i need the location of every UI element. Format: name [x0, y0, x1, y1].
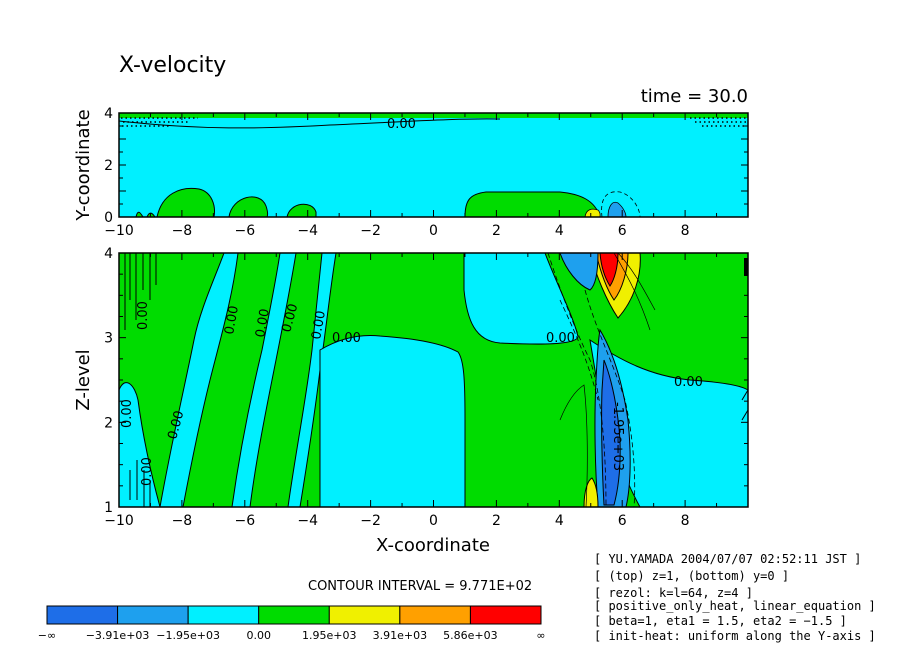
colorbar-swatch: [258, 605, 330, 625]
top-x-tick-label: 8: [681, 223, 690, 239]
bottom-edge-dark-tick: [744, 258, 748, 276]
contour-label: 0.00: [120, 399, 135, 428]
colorbar-swatch: [328, 605, 401, 625]
info-line: [ rezol: k=l=64, z=4 ]: [594, 586, 753, 600]
x-axis-label: X-coordinate: [376, 535, 490, 556]
bottom-x-tick-label: −10: [104, 513, 134, 529]
bottom-x-tick-label: −2: [360, 513, 381, 529]
bottom-x-tick-label: 8: [681, 513, 690, 529]
top-x-tick-label: 6: [618, 223, 627, 239]
bottom-blue-top: [559, 252, 599, 291]
top-y-axis-label: Y-coordinate: [73, 109, 94, 221]
colorbar-swatch: [117, 605, 189, 625]
bottom-cyan-center: [319, 335, 466, 508]
bottom-panel: 0.00 0.00 0.00 0.00 0.00 0.00 0.00 0.00 …: [118, 252, 749, 508]
contour-label-negative: -1.95e+03: [610, 402, 625, 471]
top-panel-yellow-spot: [584, 208, 601, 218]
contour-label: 0.00: [332, 331, 361, 346]
top-y-tick-label: 2: [104, 158, 113, 174]
contour-label: 0.00: [165, 409, 187, 441]
info-block: [ YU.YAMADA 2004/07/07 02:52:11 JST ] [ …: [594, 552, 876, 643]
bottom-yellow-lower: [583, 477, 599, 508]
time-label: time = 30.0: [641, 86, 748, 107]
bottom-y-axis-label: Z-level: [73, 349, 94, 410]
contour-label: 0.00: [674, 375, 703, 390]
contour-label: 0.00: [309, 310, 329, 341]
colorbar-label: −∞: [38, 629, 56, 642]
info-line: [ beta=1, eta1 = 1.5, eta2 = −1.5 ]: [594, 614, 847, 628]
contour-label: 0.00: [140, 457, 155, 486]
bottom-x-tick-label: 2: [492, 513, 501, 529]
top-panel-dashed-contour: [601, 191, 641, 218]
top-panel-contour-label: 0.00: [387, 117, 416, 132]
contour-label: 0.00: [222, 305, 242, 336]
bottom-x-tick-label: 4: [555, 513, 564, 529]
bottom-y-tick-label: 3: [104, 331, 113, 347]
top-x-tick-label: −10: [104, 223, 134, 239]
top-panel-blue-spot: [607, 201, 627, 218]
bottom-cyan-right: [463, 252, 579, 345]
bottom-y-tick-label: 2: [104, 415, 113, 431]
bottom-cyan-left: [118, 382, 161, 508]
top-x-tick-label: 0: [429, 223, 438, 239]
top-x-tick-label: 2: [492, 223, 501, 239]
colorbar-label: 1.95e+03: [302, 629, 356, 642]
bottom-x-tick-label: −8: [172, 513, 193, 529]
contour-label: 0.00: [279, 302, 301, 334]
info-line: [ positive_only_heat, linear_equation ]: [594, 599, 876, 613]
top-x-tick-label: −2: [360, 223, 381, 239]
contour-interval: CONTOUR INTERVAL = 9.771E+02: [308, 579, 532, 594]
info-line: [ (top) z=1, (bottom) y=0 ]: [594, 569, 789, 583]
bottom-x-tick-label: −4: [297, 513, 318, 529]
colorbar-swatch: [46, 605, 119, 625]
bottom-contour-labels: 0.00 0.00 0.00 0.00 0.00 0.00 0.00 0.00 …: [120, 301, 703, 486]
bottom-edge-artifacts: [124, 253, 749, 507]
colorbar-label: −3.91e+03: [86, 629, 150, 642]
bottom-darkblue-column: [601, 359, 621, 506]
top-panel-background: [119, 113, 748, 217]
colorbar-swatch: [469, 605, 542, 625]
top-x-tick-label: −8: [172, 223, 193, 239]
top-panel: 0.00: [118, 112, 749, 218]
top-y-tick-label: 4: [104, 106, 113, 122]
contour-label: 0.00: [546, 331, 575, 346]
top-x-tick-label: 4: [555, 223, 564, 239]
bottom-x-tick-label: 6: [618, 513, 627, 529]
top-panel-green-region: [135, 187, 601, 218]
colorbar-swatch: [187, 605, 260, 625]
bottom-y-tick-label: 4: [104, 246, 113, 262]
info-line: [ init-heat: uniform along the Y-axis ]: [594, 629, 876, 643]
top-y-tick-label: 0: [104, 210, 113, 226]
top-x-tick-label: −6: [234, 223, 255, 239]
axes: −10 −8 −6 −4 −2 0 2 4 6 8 −10 −8 −6 −4 −2 0 2 4 6 8 0 2 4 1 2 3 4: [104, 106, 748, 529]
colorbar-end-label: ∞: [536, 629, 545, 642]
top-x-tick-label: −4: [297, 223, 318, 239]
contour-label: 0.00: [136, 301, 151, 330]
colorbar-label: 5.86e+03: [443, 629, 497, 642]
chart-title: X-velocity: [119, 53, 226, 78]
bottom-x-tick-label: −6: [234, 513, 255, 529]
top-panel-stipple-left: [121, 117, 198, 127]
bottom-x-tick-label: 0: [429, 513, 438, 529]
bottom-red-top: [599, 252, 619, 287]
colorbar-label: 0.00: [246, 629, 271, 642]
colorbar-swatch: [399, 605, 471, 625]
info-line: [ YU.YAMADA 2004/07/07 02:52:11 JST ]: [594, 552, 861, 566]
colorbar: −∞ −3.91e+03 −1.95e+03 0.00 1.95e+03 3.91e+03…: [38, 605, 546, 642]
top-panel-zero-contour: [118, 118, 501, 129]
colorbar-label: 3.91e+03: [373, 629, 427, 642]
colorbar-label: −1.95e+03: [156, 629, 220, 642]
bottom-y-tick-label: 1: [104, 500, 113, 516]
contour-label: 0.00: [253, 308, 273, 339]
top-panel-stipple-right: [690, 117, 746, 127]
bottom-dashed-contours: [547, 252, 636, 508]
